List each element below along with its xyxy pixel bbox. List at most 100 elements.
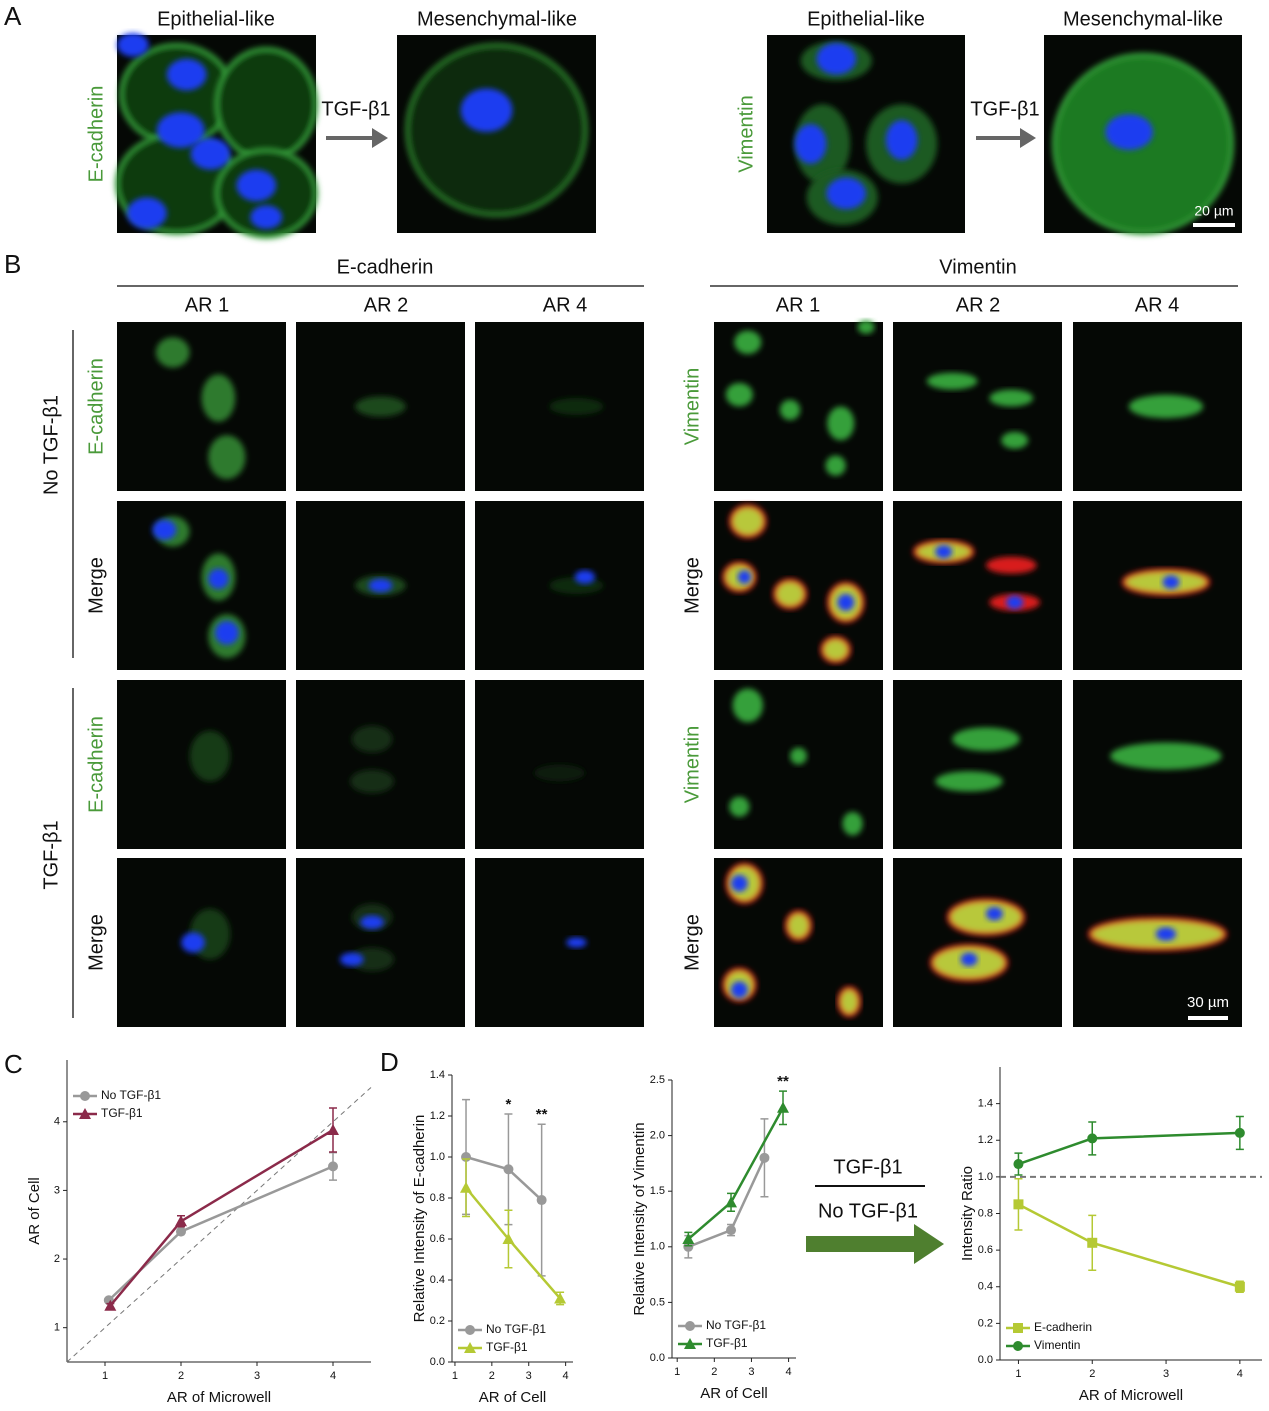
cell [952,727,1020,751]
cell [779,399,801,421]
marker [460,1181,473,1193]
cell [794,124,827,164]
micrograph [117,322,286,491]
cell [989,389,1034,407]
marker [684,1338,696,1349]
cell [155,337,190,368]
stain-label: Vimentin [735,95,757,172]
y-tick-label: 2.0 [650,1130,665,1142]
annotation: ** [536,1106,548,1123]
arrow [976,128,1036,148]
y-tick-label: 0.8 [430,1192,445,1204]
cell [790,747,807,765]
marker [1013,1199,1024,1210]
panel-label: B [4,249,21,279]
cell [351,725,393,753]
column-label: AR 2 [364,294,408,316]
column-label: AR 1 [185,294,229,316]
annotation: ** [777,1073,789,1090]
micrograph [117,501,286,670]
row-label: Merge [85,557,107,614]
cell [827,406,855,441]
y-tick-label: 0.0 [430,1356,445,1368]
legend-label: TGF-β1 [486,1340,528,1354]
y-tick-label: 0.0 [978,1354,993,1366]
marker [1013,1341,1023,1351]
group-label: E-cadherin [337,256,434,278]
cell [534,764,585,782]
cell [825,455,846,476]
legend-label: Vimentin [1034,1338,1080,1352]
column-label: AR 2 [956,294,1000,316]
cell [946,898,1026,937]
cell [566,937,587,948]
marker [327,1124,339,1136]
marker [503,1164,514,1175]
micrograph [893,680,1062,849]
cell [926,372,978,390]
x-tick-label: 3 [526,1370,532,1382]
x-tick-label: 2 [178,1370,184,1382]
row-label: Merge [681,914,703,971]
cell [181,932,205,953]
y-tick-label: 1.0 [430,1151,445,1163]
x-tick-label: 4 [786,1366,792,1378]
arrow-label: TGF-β1 [321,98,390,120]
y-tick-label: 1.0 [650,1241,665,1253]
cell [190,137,231,170]
marker [176,1226,186,1237]
micrograph [296,858,465,1027]
cell [355,396,406,417]
cell [985,907,1003,921]
cell [857,320,875,334]
marker [554,1292,567,1304]
y-tick-label: 0.6 [978,1244,993,1256]
x-tick-label: 1 [1015,1368,1021,1380]
cell [368,578,393,593]
panel-label: C [4,1049,23,1079]
cell [985,556,1037,574]
cell [820,635,852,664]
legend-label: No TGF-β1 [101,1088,161,1102]
marker [1087,1237,1098,1248]
legend-label: TGF-β1 [101,1106,143,1120]
cell [784,910,813,942]
y-axis-label: Relative Intensity of E-cadherin [411,1115,428,1323]
group-label: Vimentin [939,256,1016,278]
marker [175,1215,187,1227]
cell [236,169,277,202]
y-tick-label: 1.2 [978,1134,993,1146]
column-label: AR 1 [776,294,820,316]
cell [730,981,748,999]
cell [201,374,236,422]
cell [1006,595,1024,610]
cell [166,58,207,91]
cell [729,796,750,817]
y-tick-label: 1.0 [978,1171,993,1183]
y-tick-label: 1.2 [430,1110,445,1122]
legend-label: No TGF-β1 [486,1322,546,1336]
column-label: AR 4 [543,294,587,316]
cell [728,504,767,539]
marker [465,1325,475,1335]
x-tick-label: 3 [1163,1368,1169,1380]
arrow-label: TGF-β1 [970,98,1039,120]
legend-label: E-cadherin [1034,1320,1092,1334]
marker [1087,1133,1098,1144]
y-axis-label: Intensity Ratio [959,1166,976,1261]
x-axis-label: AR of Microwell [167,1389,271,1406]
stain-label: E-cadherin [85,86,107,183]
y-tick-label: 0.4 [430,1274,445,1286]
x-tick-label: 1 [102,1370,108,1382]
cell [460,88,513,133]
marker [536,1195,547,1206]
marker [682,1233,695,1245]
condition-label: No TGF-β1 [40,395,62,495]
cell [152,519,177,540]
cell [1110,742,1222,770]
y-tick-label: 3 [54,1184,60,1196]
image-title: Mesenchymal-like [417,8,577,30]
x-tick-label: 2 [489,1370,495,1382]
cell [1162,575,1180,589]
